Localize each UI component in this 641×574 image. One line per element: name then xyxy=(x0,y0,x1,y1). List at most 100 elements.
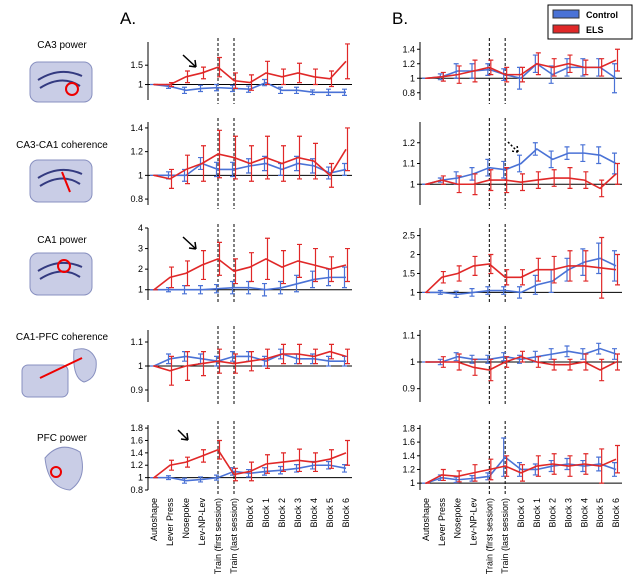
error-bar xyxy=(520,66,525,83)
series-line xyxy=(153,81,346,94)
brain-slice xyxy=(29,159,93,203)
series-line xyxy=(153,448,347,479)
x-tick-label: Block 0 xyxy=(516,498,526,528)
y-tick-label: 1.2 xyxy=(402,138,415,148)
y-tick-label: 1.4 xyxy=(130,123,143,133)
y-tick-label: 1.2 xyxy=(130,147,143,157)
arrows xyxy=(177,54,519,441)
y-tick-label: 1 xyxy=(410,179,415,189)
x-tick-label: Autoshape xyxy=(149,498,159,541)
x-tick-label: Block 6 xyxy=(341,498,351,528)
series-line xyxy=(153,257,347,291)
y-tick-label: 1.2 xyxy=(402,464,415,474)
error-bar xyxy=(345,127,350,172)
panel-label: B. xyxy=(392,9,408,28)
row-label: CA1 power xyxy=(37,235,87,246)
x-tick-label: Lever Press xyxy=(437,498,447,547)
row-label: CA3 power xyxy=(37,40,87,51)
legend-swatch xyxy=(552,24,580,34)
roi xyxy=(65,82,79,96)
arrow xyxy=(177,429,189,441)
y-tick-label: 1.4 xyxy=(402,44,415,54)
x-tick-label: Block 3 xyxy=(564,498,574,528)
series-line xyxy=(154,162,347,177)
y-tick-label: 1.8 xyxy=(130,423,143,433)
y-tick-label: 1 xyxy=(410,73,415,83)
series-line xyxy=(425,147,617,186)
error-bar xyxy=(615,48,620,72)
y-tick-label: 1.1 xyxy=(402,159,415,169)
y-tick-label: 1.5 xyxy=(130,60,143,70)
roi xyxy=(61,171,71,193)
y-tick-label: 1.1 xyxy=(130,337,143,347)
y-tick-label: 0.8 xyxy=(130,485,143,495)
x-tick-label: Train (first session) xyxy=(484,498,494,574)
y-tick-label: 1.2 xyxy=(130,460,143,470)
x-tick-label: Block 3 xyxy=(293,498,303,528)
x-tick-label: Block 4 xyxy=(309,498,319,528)
x-tick-label: Autoshape xyxy=(421,498,431,541)
legend-label: Control xyxy=(586,10,618,20)
y-tick-label: 1 xyxy=(410,478,415,488)
brain-slice xyxy=(29,252,93,296)
brain-slice xyxy=(29,61,93,103)
y-tick-label: 1.4 xyxy=(130,448,143,458)
error-bar xyxy=(532,142,538,156)
y-tick-label: 1.2 xyxy=(402,59,415,69)
series-line xyxy=(153,148,347,180)
row-label: CA1-PFC coherence xyxy=(16,332,109,343)
y-tick-label: 2 xyxy=(138,264,143,274)
brain-slice xyxy=(21,364,69,398)
panel-label: A. xyxy=(120,9,136,28)
y-tick-label: 0.8 xyxy=(130,194,143,204)
x-tick-label: Block 1 xyxy=(261,498,271,528)
y-tick-label: 0.8 xyxy=(402,88,415,98)
error-bar xyxy=(217,56,222,78)
roi xyxy=(50,466,62,478)
error-bar xyxy=(313,142,318,180)
error-bar xyxy=(329,70,334,88)
series-line xyxy=(425,458,617,484)
roi xyxy=(57,259,71,273)
y-tick-label: 1.1 xyxy=(402,330,415,340)
y-tick-label: 1 xyxy=(138,170,143,180)
error-bar xyxy=(615,162,620,185)
error-bar xyxy=(532,54,538,74)
error-bar xyxy=(548,150,554,169)
x-tick-label: Nosepoke xyxy=(181,498,191,539)
error-bar xyxy=(345,439,350,466)
brain-icons xyxy=(21,61,97,491)
x-tick-label: Block 2 xyxy=(277,498,287,528)
error-bar xyxy=(217,241,222,276)
y-tick-label: 1.6 xyxy=(130,435,143,445)
error-bar xyxy=(615,253,620,286)
error-bar xyxy=(517,462,522,477)
x-tick-label: Block 1 xyxy=(532,498,542,528)
y-tick-label: 1 xyxy=(138,80,143,90)
series-line xyxy=(153,350,347,372)
arrow xyxy=(507,141,519,153)
error-bar xyxy=(345,348,350,365)
error-bar xyxy=(612,63,617,94)
x-tick-label: Block 5 xyxy=(325,498,335,528)
series-line xyxy=(426,355,617,371)
legend-swatch xyxy=(552,9,580,19)
legend-label: ELS xyxy=(586,25,604,35)
series-line xyxy=(425,263,617,293)
y-tick-label: 1 xyxy=(138,473,143,483)
pfc-slice xyxy=(44,446,83,491)
y-tick-label: 1 xyxy=(138,361,143,371)
x-tick-label: Lev-NP-Lev xyxy=(197,498,207,546)
y-tick-label: 4 xyxy=(138,223,143,233)
series-line xyxy=(425,173,617,190)
series-line xyxy=(153,353,346,367)
error-bar xyxy=(345,247,350,283)
error-bar xyxy=(615,353,620,371)
y-tick-label: 3 xyxy=(138,244,143,254)
series-line xyxy=(425,62,617,80)
roi xyxy=(39,357,83,379)
y-tick-label: 1 xyxy=(410,357,415,367)
x-tick-label: Lever Press xyxy=(165,498,175,547)
row-label: PFC power xyxy=(37,433,88,444)
